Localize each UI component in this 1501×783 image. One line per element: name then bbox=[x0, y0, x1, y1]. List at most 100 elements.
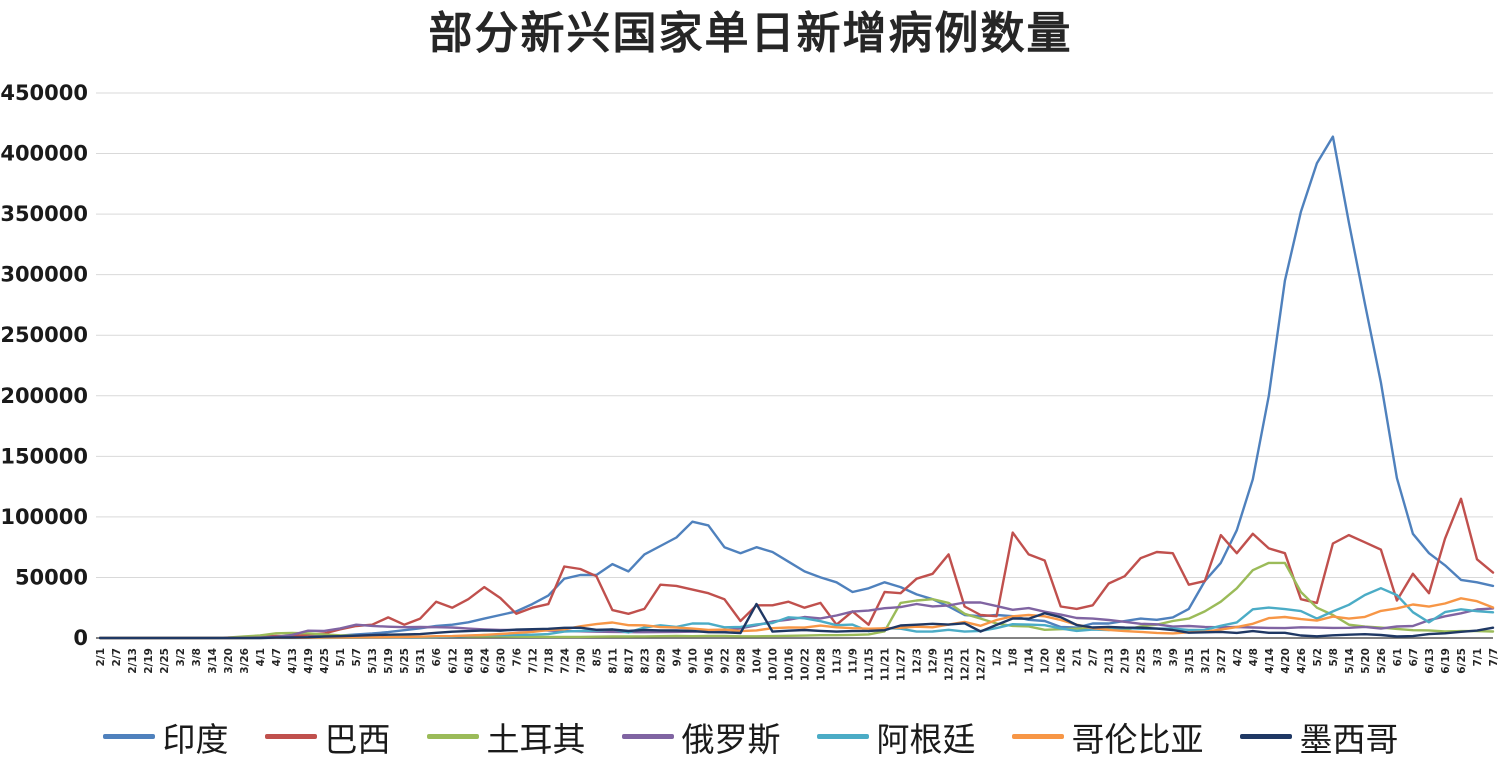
legend: 印度 巴西 土耳其 俄罗斯 阿根廷 哥伦比亚 墨西哥 bbox=[0, 713, 1501, 761]
x-tick-label: 1/20 bbox=[1040, 648, 1052, 674]
x-tick-label: 2/25 bbox=[159, 648, 171, 674]
x-tick-label: 5/7 bbox=[351, 648, 363, 666]
x-tick-label: 7/1 bbox=[1472, 648, 1484, 666]
x-tick-label: 2/7 bbox=[1088, 648, 1100, 666]
x-tick-label: 7/30 bbox=[575, 648, 587, 674]
x-tick-label: 8/11 bbox=[607, 648, 619, 674]
series-line-3 bbox=[98, 561, 1495, 639]
x-tick-label: 11/21 bbox=[880, 648, 892, 681]
x-tick-label: 10/28 bbox=[816, 648, 828, 681]
x-tick-label: 6/6 bbox=[431, 648, 443, 666]
x-tick-label: 9/28 bbox=[735, 648, 747, 674]
x-tick-label: 7/18 bbox=[543, 648, 555, 674]
x-tick-label: 6/1 bbox=[1392, 648, 1404, 666]
x-tick-label: 12/3 bbox=[912, 648, 924, 674]
x-tick-label: 12/15 bbox=[944, 648, 956, 681]
x-tick-label: 5/20 bbox=[1360, 648, 1372, 674]
legend-item-7: 墨西哥 bbox=[1239, 713, 1399, 761]
x-tick-label: 10/10 bbox=[767, 648, 779, 681]
x-tick-label: 2/1 bbox=[1072, 648, 1084, 666]
legend-line-swatch bbox=[1011, 734, 1064, 740]
x-tick-label: 1/8 bbox=[1008, 648, 1020, 666]
x-tick-label: 7/24 bbox=[559, 648, 571, 674]
x-tick-label: 10/4 bbox=[751, 648, 763, 674]
x-tick-label: 6/24 bbox=[479, 648, 491, 674]
y-tick-label: 50000 bbox=[15, 565, 88, 589]
x-tick-label: 5/1 bbox=[335, 648, 347, 666]
x-tick-label: 4/19 bbox=[303, 648, 315, 674]
x-tick-label: 5/13 bbox=[367, 648, 379, 674]
legend-label: 印度 bbox=[162, 719, 229, 759]
x-tick-label: 4/25 bbox=[319, 648, 331, 674]
y-tick-label: 300000 bbox=[0, 262, 88, 286]
x-tick-label: 3/26 bbox=[239, 648, 251, 674]
x-tick-label: 5/26 bbox=[1376, 648, 1388, 674]
legend-label: 土耳其 bbox=[486, 719, 586, 759]
legend-item-3: 土耳其 bbox=[426, 713, 586, 761]
x-tick-label: 9/4 bbox=[671, 648, 683, 666]
x-tick-label: 3/3 bbox=[1152, 648, 1164, 666]
legend-item-1: 印度 bbox=[102, 713, 229, 761]
legend-line-swatch bbox=[426, 734, 479, 740]
legend-line-swatch bbox=[816, 734, 869, 740]
x-tick-label: 4/8 bbox=[1248, 648, 1260, 666]
x-tick-label: 2/19 bbox=[143, 648, 155, 674]
x-tick-label: 4/26 bbox=[1296, 648, 1308, 674]
x-tick-label: 5/14 bbox=[1344, 648, 1356, 674]
legend-item-5: 阿根廷 bbox=[816, 713, 976, 761]
x-tick-label: 10/22 bbox=[800, 648, 812, 681]
x-tick-label: 12/27 bbox=[976, 648, 988, 681]
legend-label: 墨西哥 bbox=[1299, 719, 1399, 759]
legend-label: 巴西 bbox=[324, 719, 391, 759]
series-line-2 bbox=[98, 497, 1495, 639]
x-tick-label: 10/16 bbox=[783, 648, 795, 681]
x-tick-label: 6/12 bbox=[447, 648, 459, 674]
x-tick-label: 6/18 bbox=[463, 648, 475, 674]
x-tick-label: 2/13 bbox=[127, 648, 139, 674]
x-tick-label: 8/23 bbox=[639, 648, 651, 674]
legend-label: 俄罗斯 bbox=[681, 719, 781, 759]
x-tick-label: 7/6 bbox=[511, 648, 523, 666]
y-tick-label: 450000 bbox=[0, 81, 88, 105]
x-tick-label: 3/2 bbox=[175, 648, 187, 666]
x-tick-label: 8/5 bbox=[591, 648, 603, 666]
x-tick-label: 9/22 bbox=[719, 648, 731, 674]
x-tick-label: 11/15 bbox=[864, 648, 876, 681]
x-tick-label: 2/1 bbox=[95, 648, 107, 666]
x-tick-label: 4/13 bbox=[287, 648, 299, 674]
x-tick-label: 4/20 bbox=[1280, 648, 1292, 674]
x-tick-label: 6/7 bbox=[1408, 648, 1420, 666]
x-tick-label: 4/1 bbox=[255, 648, 267, 666]
y-tick-label: 100000 bbox=[0, 505, 88, 529]
x-tick-label: 11/27 bbox=[896, 648, 908, 681]
x-tick-label: 3/14 bbox=[207, 648, 219, 674]
legend-line-swatch bbox=[1239, 734, 1292, 740]
x-tick-label: 4/2 bbox=[1232, 648, 1244, 666]
x-tick-label: 11/9 bbox=[848, 648, 860, 674]
legend-label: 哥伦比亚 bbox=[1071, 719, 1204, 759]
legend-label: 阿根廷 bbox=[876, 719, 976, 759]
x-tick-label: 2/19 bbox=[1120, 648, 1132, 674]
x-tick-label: 3/20 bbox=[223, 648, 235, 674]
x-tick-label: 7/12 bbox=[527, 648, 539, 674]
x-tick-label: 1/2 bbox=[992, 648, 1004, 666]
x-tick-label: 2/13 bbox=[1104, 648, 1116, 674]
legend-item-6: 哥伦比亚 bbox=[1011, 713, 1204, 761]
y-tick-label: 0 bbox=[73, 626, 88, 650]
x-tick-label: 4/14 bbox=[1264, 648, 1276, 674]
x-tick-label: 2/7 bbox=[111, 648, 123, 666]
x-tick-label: 6/13 bbox=[1424, 648, 1436, 674]
x-tick-label: 3/27 bbox=[1216, 648, 1228, 674]
x-tick-label: 9/10 bbox=[687, 648, 699, 674]
legend-line-swatch bbox=[102, 734, 155, 740]
x-tick-label: 5/25 bbox=[399, 648, 411, 674]
x-tick-label: 3/15 bbox=[1184, 648, 1196, 674]
chart-container: 部分新兴国家单日新增病例数量 0 50000 100000 150000 200000 2… bbox=[0, 8, 1501, 761]
legend-item-2: 巴西 bbox=[264, 713, 391, 761]
x-tick-label: 12/9 bbox=[928, 648, 940, 674]
x-tick-label: 12/21 bbox=[960, 648, 972, 681]
legend-line-swatch bbox=[621, 734, 674, 740]
x-tick-label: 6/30 bbox=[495, 648, 507, 674]
chart-title: 部分新兴国家单日新增病例数量 bbox=[428, 8, 1073, 59]
x-tick-label: 3/8 bbox=[191, 648, 203, 666]
